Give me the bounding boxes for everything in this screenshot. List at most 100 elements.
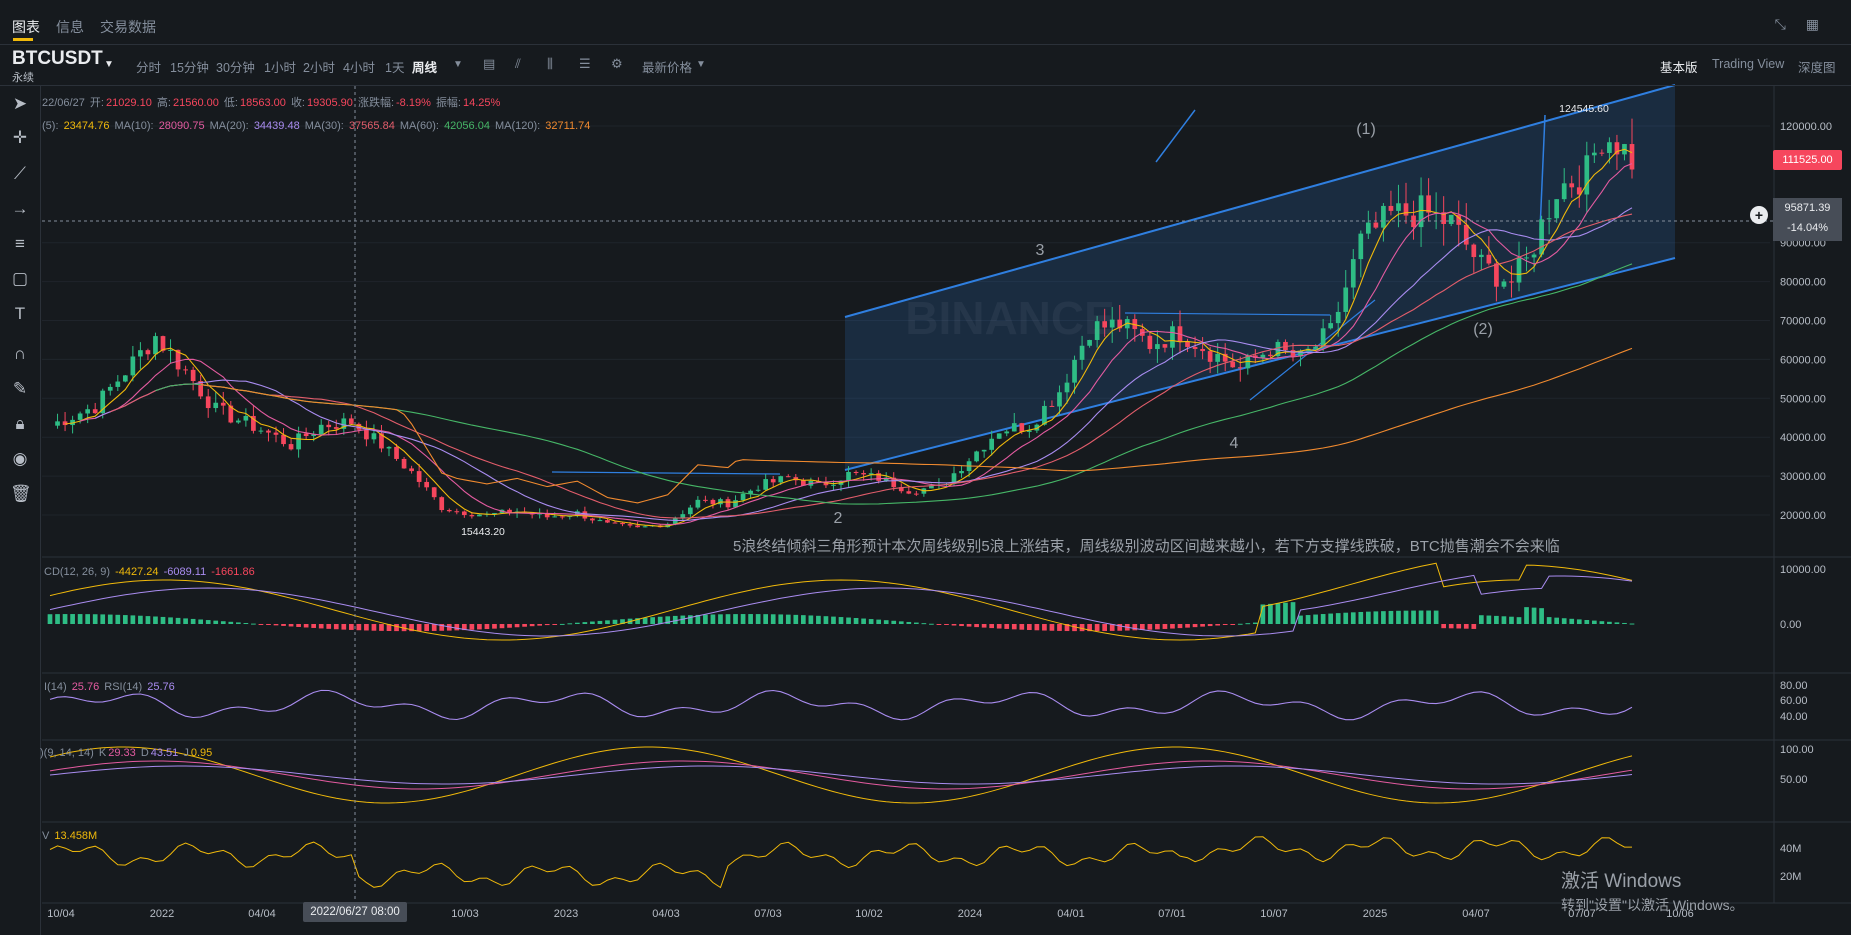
candle-body — [1448, 214, 1454, 224]
macd-bar — [1207, 624, 1213, 627]
tf-1d[interactable]: 1天 — [385, 61, 405, 75]
tf-2h[interactable]: 2小时 — [303, 61, 335, 75]
macd-bar — [1237, 623, 1243, 625]
arrow-icon[interactable]: → — [11, 199, 29, 218]
pen-icon[interactable]: ✎ — [12, 379, 28, 398]
candle-body — [680, 514, 686, 519]
macd-bar — [838, 617, 844, 624]
candle-body — [951, 473, 957, 485]
tf-15m[interactable]: 15分钟 — [170, 61, 209, 75]
ma-label-1: MA(10): — [114, 120, 157, 132]
windows-activation-watermark: 激活 Windows 转到"设置"以激活 Windows。 — [1561, 866, 1744, 915]
latest-price-caret-icon[interactable]: ▼ — [696, 59, 706, 70]
vol-tick-label: 20M — [1780, 871, 1801, 883]
candle — [695, 496, 701, 510]
text-icon[interactable]: T — [14, 304, 26, 323]
tf-line[interactable]: 分时 — [136, 61, 162, 75]
low-label: 低: — [223, 97, 238, 109]
candle — [55, 413, 60, 429]
candle-body — [1072, 359, 1077, 383]
symbol-dropdown-icon[interactable]: ▼ — [104, 59, 114, 70]
trash-icon[interactable]: 🗑︎ — [10, 484, 32, 503]
tf-30m[interactable]: 30分钟 — [216, 61, 255, 75]
tab-chart[interactable]: 图表 — [12, 19, 40, 35]
candle — [861, 470, 866, 481]
more-tf-caret-icon[interactable]: ▼ — [453, 59, 463, 70]
candle — [416, 463, 422, 488]
macd-bar — [333, 624, 339, 630]
tf-1w[interactable]: 周线 — [412, 61, 438, 75]
price-tick-label: 50000.00 — [1780, 393, 1826, 405]
candle-body — [1388, 205, 1394, 211]
fib-icon[interactable]: ≡ — [15, 234, 25, 253]
calendar-icon[interactable]: ▤ — [483, 56, 496, 71]
settings-gear-icon[interactable]: ⚙ — [611, 56, 623, 71]
macd-bar — [1599, 621, 1605, 624]
macd-bar — [130, 615, 136, 624]
tab-info[interactable]: 信息 — [56, 19, 84, 35]
candle-body — [959, 471, 964, 474]
mode-basic[interactable]: 基本版 — [1660, 61, 1698, 75]
macd-bar — [1426, 610, 1431, 624]
candle-body — [1117, 319, 1123, 329]
tab-trading-data[interactable]: 交易数据 — [100, 19, 156, 35]
candle-body — [1064, 382, 1070, 393]
close-label: 收: — [290, 97, 305, 109]
candle-body — [431, 487, 437, 498]
candle-body — [1275, 341, 1281, 357]
latest-price-select[interactable]: 最新价格 — [642, 61, 693, 75]
candle — [1072, 355, 1077, 394]
vol-legend: V 13.458M — [42, 830, 99, 842]
indicator-icon[interactable]: ⫽ — [515, 56, 521, 71]
candle — [1049, 400, 1055, 407]
macd-bar — [1252, 622, 1258, 624]
candle — [1614, 134, 1620, 170]
price-tick-label: 20000.00 — [1780, 510, 1826, 522]
candle-body — [1298, 350, 1303, 357]
candle-body — [635, 525, 640, 528]
eye-icon[interactable]: ◉ — [12, 449, 28, 468]
crosshair-icon[interactable]: ✛ — [12, 128, 28, 147]
grid-layout-icon[interactable]: ▦ — [1805, 16, 1839, 32]
candle — [1162, 344, 1168, 353]
candle-body — [1328, 323, 1334, 329]
candle — [401, 456, 407, 469]
candle-type-icon[interactable]: ⫼ — [547, 56, 553, 71]
candle — [341, 412, 347, 435]
candle — [1478, 249, 1484, 271]
macd-bar — [868, 619, 874, 624]
macd-bar — [906, 621, 912, 624]
candle-body — [672, 518, 678, 524]
symbol-name[interactable]: BTCUSDT — [12, 48, 103, 69]
wave-1-label: (1) — [1356, 121, 1376, 138]
crosshair-date-badge: 2022/06/27 08:00 — [303, 902, 407, 922]
macd-bar — [574, 622, 580, 624]
candle — [1486, 236, 1492, 266]
tf-1h[interactable]: 1小时 — [264, 61, 296, 75]
macd-bar — [1607, 621, 1612, 624]
lock-icon[interactable]: 🔒︎ — [15, 414, 25, 433]
macd-bar — [1411, 610, 1416, 624]
candle — [1599, 149, 1605, 157]
macd-bar — [1305, 615, 1311, 624]
candle-body — [559, 516, 565, 518]
macd-bar — [1026, 624, 1032, 631]
macd-bar — [454, 624, 460, 631]
collapse-icon[interactable]: ⤡ — [1774, 16, 1806, 32]
candle — [605, 519, 610, 524]
add-alert-icon[interactable]: + — [1750, 206, 1768, 224]
magnet-icon[interactable]: ∩ — [13, 344, 27, 363]
candle-body — [145, 350, 151, 355]
shape-icon[interactable]: ▢ — [11, 269, 29, 288]
template-icon[interactable]: ☰ — [579, 56, 591, 71]
macd-bar — [1230, 624, 1236, 625]
mode-tradingview[interactable]: Trading View — [1712, 57, 1785, 71]
tf-4h[interactable]: 4小时 — [343, 61, 375, 75]
candle — [70, 415, 75, 434]
cursor-icon[interactable]: ➤ — [12, 94, 28, 113]
candle-body — [590, 518, 595, 521]
mode-depth[interactable]: 深度图 — [1798, 61, 1836, 75]
macd-bar — [251, 623, 256, 625]
trend-line-icon[interactable]: ⟋ — [14, 164, 26, 183]
